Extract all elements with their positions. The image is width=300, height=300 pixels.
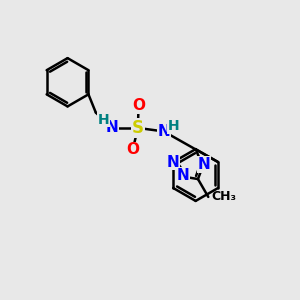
Text: H: H (168, 119, 179, 133)
Text: N: N (166, 154, 179, 169)
Text: N: N (177, 168, 189, 183)
Text: CH₃: CH₃ (212, 190, 237, 203)
Text: S: S (132, 119, 144, 137)
Text: N: N (106, 120, 118, 135)
Text: O: O (132, 98, 145, 113)
Text: N: N (158, 124, 170, 139)
Text: N: N (198, 157, 211, 172)
Text: O: O (126, 142, 139, 158)
Text: H: H (98, 113, 110, 127)
